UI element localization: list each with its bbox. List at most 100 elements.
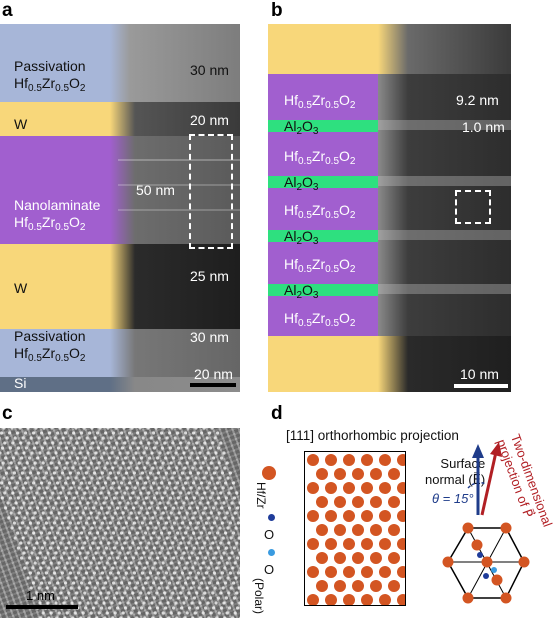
lattice-dot: [17, 511, 21, 515]
lattice-dot: [214, 451, 218, 455]
lattice-dot: [26, 476, 30, 480]
lattice-dot: [31, 581, 36, 585]
lattice-dot: [222, 601, 226, 605]
lattice-dot: [52, 521, 57, 525]
lattice-dot: [127, 466, 131, 470]
lattice-dot: [148, 521, 152, 525]
lattice-dot: [99, 591, 103, 595]
lattice-dot: [200, 531, 204, 535]
lattice-dot: [26, 428, 30, 430]
lattice-dot: [97, 611, 101, 615]
lattice-dot: [211, 441, 215, 445]
lattice-dot: [186, 476, 190, 480]
lattice-dot: [84, 556, 88, 560]
lattice-dot: [82, 476, 86, 480]
lattice-dot: [27, 541, 31, 545]
lattice-dot: [40, 531, 44, 535]
lattice-dot: [120, 496, 124, 500]
angle-arc: [467, 481, 487, 489]
lattice-dot: [66, 476, 70, 480]
lattice-dot: [64, 481, 68, 485]
lattice-dot: [160, 596, 164, 600]
lattice-dot: [146, 526, 150, 530]
lattice-dot: [81, 561, 85, 565]
lattice-dot: [175, 566, 179, 570]
lattice-dot: [20, 471, 24, 475]
w-layer-top: [268, 24, 511, 74]
lattice-dot: [110, 551, 114, 555]
lattice-dot: [209, 461, 213, 465]
lattice-dot: [224, 481, 228, 485]
lattice-dot: [40, 446, 45, 450]
lattice-dot: [12, 471, 16, 475]
hfzr-atom: [388, 524, 400, 536]
lattice-dot: [206, 601, 210, 605]
lattice-dot: [48, 596, 53, 600]
lattice-dot: [158, 501, 162, 505]
lattice-dot: [108, 471, 112, 475]
polar-legend-note: (Polar): [252, 578, 266, 615]
lattice-dot: [177, 511, 181, 515]
lattice-dot: [225, 511, 229, 515]
lattice-dot: [104, 531, 108, 535]
lattice-dot: [90, 428, 94, 430]
lattice-dot: [52, 556, 56, 560]
lattice-dot: [69, 486, 73, 490]
lattice-dot: [226, 526, 230, 530]
lattice-dot: [61, 586, 65, 590]
lattice-dot: [14, 451, 18, 455]
lattice-dot: [93, 536, 97, 540]
measurement-passivation-top: 30 nm: [190, 62, 229, 78]
lattice-dot: [113, 611, 117, 615]
lattice-dot: [19, 491, 23, 495]
lattice-dot: [16, 531, 20, 535]
lattice-dot: [60, 571, 64, 575]
hfzr-atom: [343, 510, 355, 522]
lattice-dot: [52, 506, 56, 510]
lattice-dot: [125, 536, 129, 540]
lattice-dot: [126, 601, 130, 605]
lattice-dot: [48, 431, 52, 435]
lattice-dot: [54, 601, 58, 605]
lattice-dot: [221, 486, 225, 490]
lattice-dot: [152, 531, 156, 535]
lattice-dot: [28, 571, 32, 575]
lattice-dot: [49, 611, 53, 615]
lattice-dot: [196, 471, 200, 475]
lattice-dot: [188, 571, 192, 575]
surface-normal-label: Surface normal (E⃗): [425, 456, 485, 488]
lattice-dot: [211, 491, 215, 495]
lattice-dot: [181, 486, 185, 490]
lattice-dot: [132, 571, 136, 575]
w-layer-bottom: [268, 336, 511, 392]
unit-cell-atom: [481, 556, 493, 568]
lattice-dot: [31, 466, 35, 470]
measurement-al2o3-thickness: 1.0 nm: [462, 119, 505, 135]
lattice-dot: [232, 581, 236, 585]
lattice-dot: [155, 491, 159, 495]
lattice-dot: [171, 591, 175, 595]
lattice-dot: [3, 491, 7, 495]
lattice-dot: [176, 546, 180, 550]
lattice-dot: [109, 436, 113, 440]
lattice-dot: [96, 431, 100, 435]
hfzr-atom: [334, 524, 346, 536]
lattice-dot: [74, 576, 78, 580]
lattice-dot: [164, 506, 168, 510]
lattice-dot: [146, 476, 150, 480]
lattice-dot: [171, 541, 175, 545]
lattice-dot: [26, 526, 30, 530]
lattice-dot: [0, 451, 2, 455]
lattice-dot: [67, 591, 71, 595]
lattice-dot: [239, 566, 240, 570]
lattice-dot: [43, 591, 47, 595]
lattice-dot: [111, 466, 115, 470]
lattice-dot: [182, 551, 186, 555]
lattice-dot: [58, 476, 62, 480]
lattice-dot: [105, 561, 109, 565]
lattice-dot: [116, 506, 120, 510]
surface-normal-arrowhead: [472, 444, 484, 458]
lattice-dot: [12, 456, 16, 460]
lattice-dot: [88, 496, 92, 500]
lattice-dot: [70, 601, 74, 605]
